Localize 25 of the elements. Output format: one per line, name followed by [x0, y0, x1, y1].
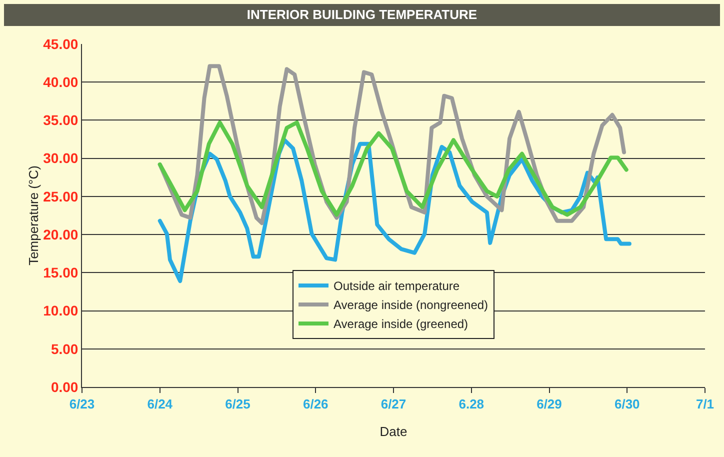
y-tick-label: 10.00: [43, 302, 78, 319]
x-axis-title: Date: [380, 424, 408, 439]
x-tick-label: 6.28: [458, 396, 484, 412]
x-tick-label: 6/30: [614, 396, 640, 412]
y-tick-label: 40.00: [43, 74, 78, 90]
y-tick-label: 35.00: [43, 112, 78, 128]
y-tick-label: 5.00: [50, 340, 78, 357]
legend-label: Average inside (greened): [334, 317, 468, 332]
y-tick-label: 0.00: [50, 378, 78, 395]
x-tick-label: 6/27: [380, 396, 406, 412]
x-tick-label: 6/26: [302, 396, 328, 412]
y-tick-label: 30.00: [43, 150, 78, 166]
x-tick-label: 6/25: [225, 396, 250, 412]
x-tick-label: 7/1: [696, 396, 714, 412]
y-tick-label: 20.00: [43, 226, 78, 242]
y-tick-label: 45.00: [43, 36, 78, 52]
chart-title: INTERIOR BUILDING TEMPERATURE: [4, 4, 720, 26]
y-tick-label: 25.00: [43, 188, 78, 204]
y-tick-label: 15.00: [43, 264, 78, 281]
legend-label: Average inside (nongreened): [334, 298, 488, 312]
x-tick-label: 6/23: [69, 396, 95, 412]
x-tick-label: 6/29: [536, 396, 562, 412]
legend-label: Outside air temperature: [334, 279, 460, 294]
x-tick-label: 6/24: [147, 396, 174, 412]
y-axis-title: Temperature (°C): [26, 166, 42, 266]
